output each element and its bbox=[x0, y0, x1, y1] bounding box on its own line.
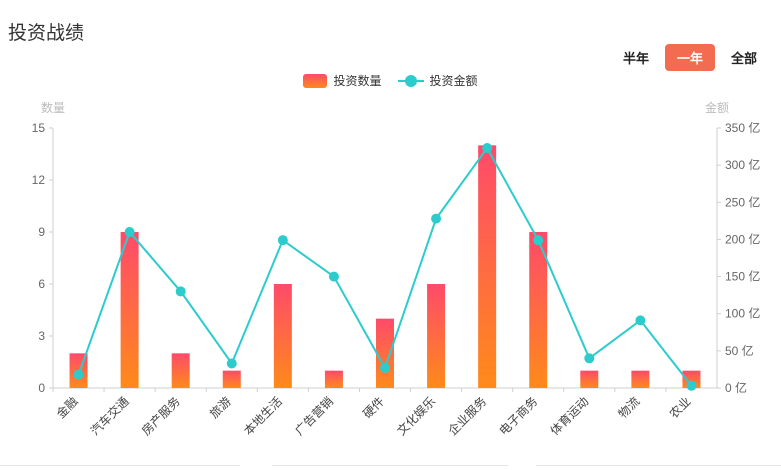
point-农业[interactable] bbox=[686, 380, 697, 391]
bar-汽车交通[interactable] bbox=[120, 232, 139, 388]
y-axis-right-title: 金额 bbox=[705, 100, 729, 115]
divider-3 bbox=[536, 465, 781, 466]
x-tick-label: 电子商务 bbox=[496, 394, 541, 439]
bar-硬件[interactable] bbox=[376, 318, 394, 388]
y-tick-label-left: 12 bbox=[32, 173, 46, 187]
point-汽车交通[interactable] bbox=[124, 227, 135, 237]
point-旅游[interactable] bbox=[226, 358, 237, 369]
y-tick-label-right: 150 亿 bbox=[725, 269, 760, 284]
x-tick-label: 房产服务 bbox=[138, 394, 183, 439]
legend-label-amount: 投资金额 bbox=[429, 74, 478, 88]
x-tick-label: 金融 bbox=[53, 394, 81, 422]
x-tick-label: 农业 bbox=[667, 394, 694, 421]
x-tick-label: 体育运动 bbox=[547, 394, 592, 439]
y-tick-label-right: 0 亿 bbox=[725, 380, 747, 395]
tab-half-year[interactable]: 半年 bbox=[622, 51, 649, 66]
point-房产服务[interactable] bbox=[175, 286, 186, 297]
point-文化娱乐[interactable] bbox=[431, 213, 442, 224]
divider-1 bbox=[0, 465, 240, 466]
y-axis-left-title: 数量 bbox=[41, 100, 65, 115]
bar-电子商务[interactable] bbox=[529, 232, 548, 388]
x-tick-label: 文化娱乐 bbox=[394, 394, 439, 439]
bar-广告营销[interactable] bbox=[324, 370, 343, 388]
bar-物流[interactable] bbox=[631, 370, 650, 388]
legend-item-count[interactable]: 投资数量 bbox=[303, 72, 382, 89]
point-硬件[interactable] bbox=[380, 362, 390, 373]
bar-文化娱乐[interactable] bbox=[427, 284, 446, 388]
y-tick-label-left: 0 bbox=[38, 381, 45, 395]
x-tick-label: 旅游 bbox=[207, 394, 234, 421]
x-tick-label: 硬件 bbox=[360, 394, 387, 421]
point-企业服务[interactable] bbox=[482, 143, 493, 154]
y-tick-label-right: 250 亿 bbox=[725, 194, 760, 209]
y-tick-label-left: 3 bbox=[38, 329, 45, 343]
bar-本地生活[interactable] bbox=[273, 284, 292, 388]
tab-one-year[interactable]: 一年 bbox=[664, 44, 715, 71]
y-tick-label-left: 6 bbox=[38, 277, 45, 291]
y-tick-label-left: 15 bbox=[32, 121, 46, 135]
legend-item-amount[interactable]: 投资金额 bbox=[397, 72, 478, 89]
point-体育运动[interactable] bbox=[584, 353, 595, 364]
bar-swatch-icon bbox=[303, 73, 328, 88]
x-tick-label: 本地生活 bbox=[241, 394, 285, 438]
y-tick-label-right: 350 亿 bbox=[725, 120, 760, 135]
x-tick-label: 企业服务 bbox=[445, 394, 490, 439]
point-电子商务[interactable] bbox=[533, 235, 544, 246]
point-金融[interactable] bbox=[73, 369, 84, 380]
bar-旅游[interactable] bbox=[222, 370, 241, 388]
point-本地生活[interactable] bbox=[277, 235, 288, 246]
chart-legend: 投资数量 投资金额 bbox=[0, 72, 781, 89]
divider-2 bbox=[272, 465, 508, 466]
y-tick-label-right: 100 亿 bbox=[725, 306, 760, 321]
bar-企业服务[interactable] bbox=[478, 145, 497, 388]
line-swatch-icon bbox=[397, 74, 424, 88]
period-tabs: 半年 一年 全部 bbox=[615, 44, 765, 71]
x-tick-label: 汽车交通 bbox=[87, 394, 132, 439]
y-tick-label-right: 300 亿 bbox=[725, 157, 760, 172]
bar-体育运动[interactable] bbox=[580, 370, 599, 388]
legend-label-count: 投资数量 bbox=[333, 74, 382, 88]
tab-all[interactable]: 全部 bbox=[730, 51, 757, 66]
page-title: 投资战绩 bbox=[8, 23, 85, 44]
point-广告营销[interactable] bbox=[328, 271, 339, 282]
x-tick-label: 广告营销 bbox=[292, 394, 336, 438]
point-物流[interactable] bbox=[635, 315, 646, 326]
x-tick-label: 物流 bbox=[616, 394, 643, 421]
y-tick-label-right: 50 亿 bbox=[725, 343, 754, 358]
y-tick-label-left: 9 bbox=[38, 225, 45, 239]
y-tick-label-right: 200 亿 bbox=[725, 231, 760, 246]
bar-房产服务[interactable] bbox=[171, 353, 190, 388]
